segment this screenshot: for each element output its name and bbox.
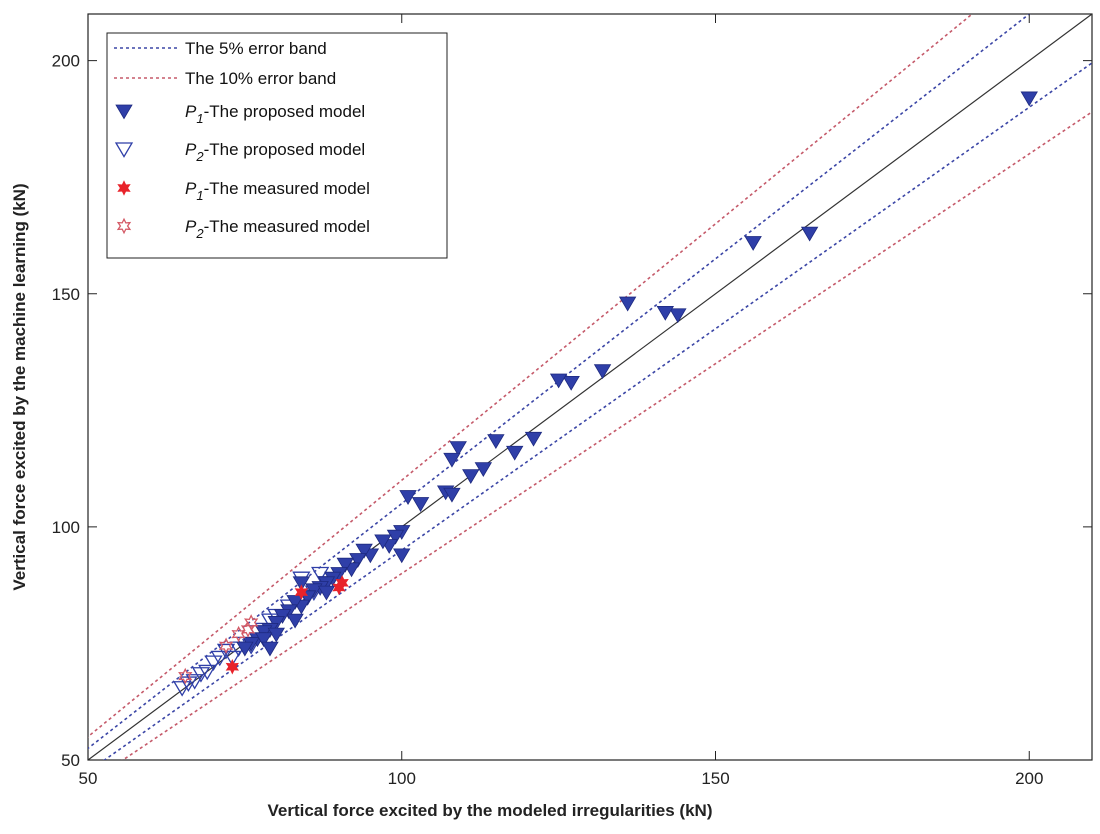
point-hex-filled-1 (294, 584, 309, 600)
point-tri-filled-48 (267, 627, 285, 643)
point-tri-open-20 (311, 566, 330, 583)
point-tri-filled-51 (236, 641, 254, 657)
point-tri-filled-15 (443, 452, 461, 468)
point-tri-filled-26 (355, 543, 373, 559)
legend-label-3: P2-The proposed model (185, 140, 365, 164)
point-tri-filled-18 (411, 497, 430, 512)
point-tri-filled-2 (744, 236, 762, 251)
legend-label-band10: The 10% error band (185, 69, 336, 88)
point-tri-filled-46 (292, 576, 311, 592)
point-tri-filled-17 (443, 487, 461, 503)
point-tri-filled-4 (656, 305, 674, 321)
point-tri-filled-0 (1020, 91, 1038, 107)
point-tri-filled-29 (336, 557, 354, 573)
point-hex-open-2 (231, 625, 246, 643)
point-tri-open-8 (223, 650, 242, 667)
y-axis-label: Vertical force excited by the machine le… (10, 183, 29, 590)
point-hex-open-4 (243, 614, 259, 631)
y-tick-label: 200 (52, 52, 80, 71)
point-tri-filled-20 (393, 548, 411, 564)
point-tri-filled-49 (255, 632, 273, 648)
point-hex-filled-0 (225, 659, 239, 675)
x-axis-label: Vertical force excited by the modeled ir… (268, 801, 713, 820)
point-tri-open-0 (172, 681, 192, 697)
x-tick-label: 200 (1015, 769, 1043, 788)
point-hex-open-1 (218, 637, 234, 655)
legend-marker-3 (114, 142, 134, 158)
point-tri-filled-8 (549, 373, 568, 389)
y-tick-label: 100 (52, 518, 80, 537)
point-tri-filled-27 (349, 553, 367, 568)
point-tri-open-4 (198, 664, 217, 681)
x-tick-label: 150 (701, 769, 729, 788)
point-tri-filled-22 (386, 529, 405, 545)
point-tri-open-5 (204, 655, 223, 671)
point-tri-filled-19 (399, 490, 417, 505)
point-tri-filled-50 (261, 641, 279, 657)
point-hex-open-0 (178, 667, 193, 685)
point-hex-filled-3 (335, 575, 349, 591)
point-tri-filled-3 (669, 308, 687, 324)
point-tri-filled-45 (317, 585, 336, 601)
y-tick-label: 150 (52, 285, 80, 304)
point-tri-filled-13 (462, 469, 480, 484)
point-tri-filled-9 (524, 431, 543, 447)
legend-label-4: P1-The measured model (185, 179, 370, 203)
y-tick-label: 50 (61, 751, 80, 770)
legend-marker-5 (116, 217, 132, 235)
point-tri-filled-7 (562, 375, 580, 391)
point-tri-filled-11 (487, 434, 505, 450)
point-tri-filled-6 (593, 364, 612, 380)
point-tri-filled-10 (506, 445, 524, 461)
x-tick-label: 100 (388, 769, 416, 788)
point-tri-filled-14 (449, 441, 467, 457)
point-tri-open-2 (185, 674, 204, 690)
point-tri-filled-1 (800, 226, 819, 242)
legend-label-2: P1-The proposed model (185, 102, 365, 126)
point-tri-filled-47 (286, 613, 304, 629)
point-tri-open-6 (210, 650, 229, 667)
legend-label-band5: The 5% error band (185, 39, 327, 58)
error-band-line-1-1 (121, 110, 1092, 760)
x-tick-label: 50 (79, 769, 98, 788)
legend-box (106, 32, 448, 259)
point-tri-filled-5 (618, 296, 637, 312)
legend-label-5: P2-The measured model (185, 217, 370, 241)
legend-marker-2 (115, 104, 133, 120)
legend-marker-4 (117, 180, 131, 196)
point-tri-filled-24 (374, 534, 392, 550)
